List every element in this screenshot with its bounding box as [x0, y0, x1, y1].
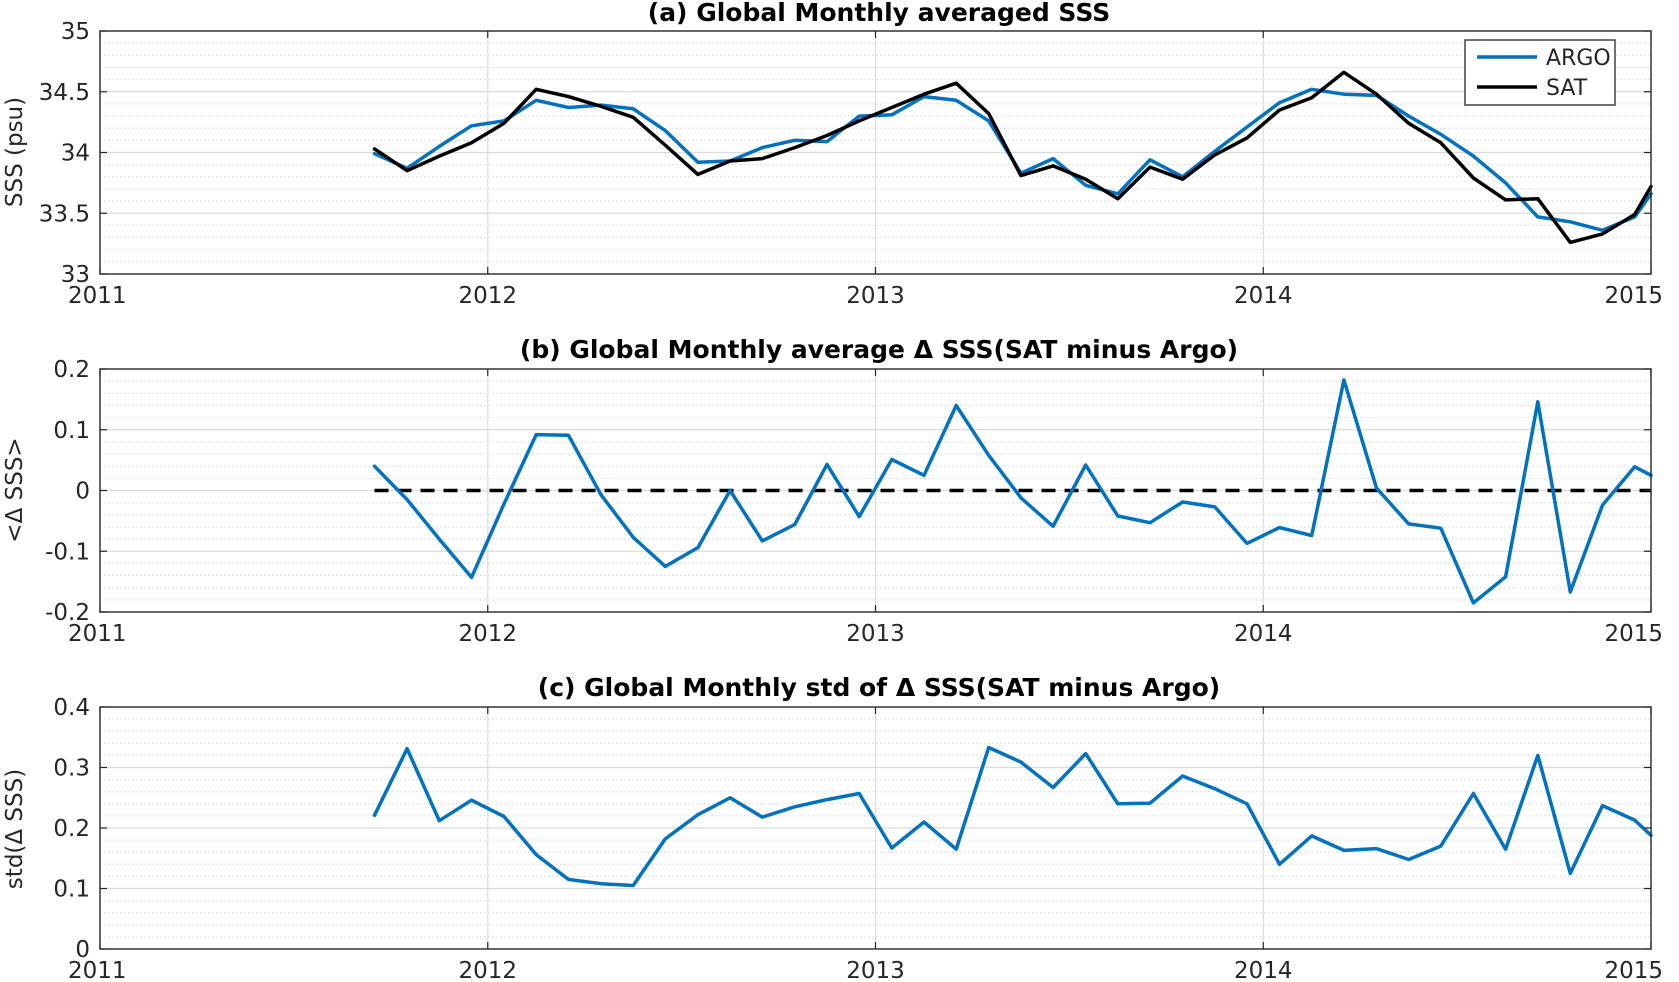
x-tick-label: 2015 — [1604, 621, 1663, 647]
panel-a: (a) Global Monthly averaged SSS SSS (psu… — [2, 0, 1663, 309]
y-tick-label: 0.2 — [53, 816, 90, 842]
y-tick-label: 33.5 — [39, 201, 90, 227]
x-tick-label: 2012 — [458, 283, 517, 309]
x-tick-label: 2013 — [846, 621, 905, 647]
panel-c-plot: 2011 2012 2013 2014 2015 0 0.1 0.2 0.3 0.4 — [53, 695, 1663, 982]
panel-a-series-sat — [372, 70, 1653, 245]
panel-a-ylabel: SSS (psu) — [2, 97, 28, 207]
y-tick-label: 34 — [61, 141, 90, 167]
y-tick-label: 0.4 — [53, 695, 90, 721]
y-tick-label: 0.2 — [53, 357, 90, 383]
y-tick-label: 0 — [75, 479, 90, 505]
y-tick-label: -0.1 — [45, 539, 90, 565]
x-tick-label: 2011 — [68, 958, 127, 982]
x-tick-label: 2012 — [458, 621, 517, 647]
y-tick-label: 35 — [61, 19, 90, 45]
panel-c: (c) Global Monthly std of Δ SSS(SAT minu… — [2, 673, 1663, 982]
x-tick-label: 2014 — [1234, 283, 1293, 309]
x-tick-label: 2014 — [1234, 958, 1293, 982]
x-tick-label: 2013 — [846, 283, 905, 309]
x-tick-label: 2012 — [458, 958, 517, 982]
y-tick-label: 0.1 — [53, 418, 90, 444]
x-tick-label: 2013 — [846, 958, 905, 982]
y-tick-label: 0.3 — [53, 756, 90, 782]
x-tick-label: 2014 — [1234, 621, 1293, 647]
panel-c-ylabel: std(Δ SSS) — [2, 769, 28, 889]
panel-b-ylabel: <Δ SSS> — [2, 437, 28, 542]
legend-box — [1464, 39, 1616, 106]
y-tick-label: 34.5 — [39, 80, 90, 106]
panel-b-title: (b) Global Monthly average Δ SSS(SAT min… — [520, 335, 1238, 364]
legend: ARGO SAT — [1464, 39, 1616, 106]
y-tick-label: 0 — [75, 937, 90, 963]
y-tick-label: 0.1 — [53, 877, 90, 903]
y-tick-label: 33 — [61, 262, 90, 288]
x-tick-label: 2011 — [68, 621, 127, 647]
panel-c-title: (c) Global Monthly std of Δ SSS(SAT minu… — [538, 673, 1220, 702]
x-tick-label: 2011 — [68, 283, 127, 309]
x-tick-label: 2015 — [1604, 958, 1663, 982]
panel-b-series-series-0 — [372, 378, 1653, 605]
panel-a-title: (a) Global Monthly averaged SSS — [648, 0, 1110, 27]
panel-b: (b) Global Monthly average Δ SSS(SAT min… — [2, 335, 1663, 647]
y-tick-label: -0.2 — [45, 600, 90, 626]
x-tick-label: 2015 — [1604, 283, 1663, 309]
panel-b-plot: 2011 2012 2013 2014 2015 -0.2 -0.1 0 0.1 0.2 — [45, 357, 1663, 647]
legend-label-sat: SAT — [1546, 76, 1588, 101]
panel-c-series-series-0 — [372, 745, 1653, 888]
legend-label-argo: ARGO — [1546, 46, 1611, 71]
panel-a-plot: 2011 2012 2013 2014 2015 33 33.5 34 34.5 35 — [39, 19, 1663, 309]
